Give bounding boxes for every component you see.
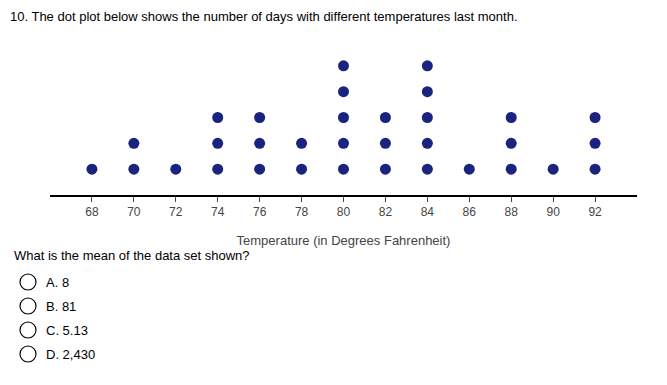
svg-text:10. The dot plot below shows t: 10. The dot plot below shows the number … (10, 9, 518, 24)
svg-text:A. 8: A. 8 (46, 275, 69, 290)
svg-text:B. 81: B. 81 (46, 299, 76, 314)
svg-text:70: 70 (127, 205, 141, 219)
svg-text:84: 84 (421, 205, 435, 219)
svg-text:C. 5.13: C. 5.13 (46, 323, 88, 338)
svg-text:88: 88 (505, 205, 519, 219)
svg-text:74: 74 (211, 205, 225, 219)
svg-text:Temperature (in Degrees Fahren: Temperature (in Degrees Fahrenheit) (237, 233, 451, 248)
svg-text:80: 80 (337, 205, 351, 219)
svg-text:78: 78 (295, 205, 309, 219)
svg-text:What is the mean of the data s: What is the mean of the data set shown? (14, 248, 250, 263)
svg-text:92: 92 (588, 205, 602, 219)
svg-text:90: 90 (546, 205, 560, 219)
svg-text:82: 82 (379, 205, 393, 219)
svg-text:68: 68 (85, 205, 99, 219)
svg-text:86: 86 (463, 205, 477, 219)
svg-text:D. 2,430: D. 2,430 (46, 347, 95, 362)
svg-text:72: 72 (169, 205, 183, 219)
svg-text:76: 76 (253, 205, 267, 219)
